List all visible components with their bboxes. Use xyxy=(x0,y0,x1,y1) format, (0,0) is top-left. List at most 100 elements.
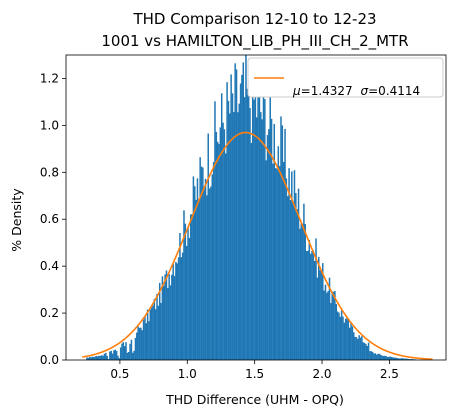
histogram-bar xyxy=(347,318,350,360)
normal-fit-curve xyxy=(82,131,433,361)
histogram-bar xyxy=(154,309,157,360)
histogram-bar xyxy=(353,332,355,360)
histogram-bar xyxy=(118,358,121,360)
histogram-bar xyxy=(153,298,156,360)
legend-entry-fit: μ=1.4327 σ=0.4114 xyxy=(292,84,420,98)
histogram-bar xyxy=(114,349,117,360)
histogram-bar xyxy=(241,74,243,361)
histogram-bar xyxy=(164,274,166,360)
histogram-bar xyxy=(189,214,192,360)
histogram-bar xyxy=(273,123,276,360)
y-axis-label: % Density xyxy=(9,188,24,252)
x-tick-label: 1.0 xyxy=(178,367,197,381)
histogram-bar xyxy=(304,224,307,360)
histogram-bar xyxy=(365,344,367,360)
histogram-bar xyxy=(92,357,95,360)
histogram-bar xyxy=(277,146,280,360)
histogram-bar xyxy=(308,239,311,360)
histogram-bar xyxy=(106,355,108,360)
histogram-bar xyxy=(219,127,222,360)
histogram-bar xyxy=(378,353,381,360)
histogram-bar xyxy=(96,356,99,360)
histogram-bar xyxy=(142,319,145,360)
histogram-bar xyxy=(136,332,138,360)
histogram-bar xyxy=(315,238,317,360)
histogram-bar xyxy=(257,85,259,360)
histogram-bar xyxy=(335,304,338,360)
histogram-bar xyxy=(140,327,142,360)
histogram-bar xyxy=(179,233,181,360)
histogram-bar xyxy=(148,321,150,360)
histogram-bar xyxy=(215,131,218,360)
histogram-bar xyxy=(405,358,408,360)
histogram-bar xyxy=(99,355,102,360)
y-tick-label: 0.2 xyxy=(40,306,59,320)
histogram-bar xyxy=(386,356,389,360)
histogram-bar xyxy=(194,186,196,360)
histogram-bar xyxy=(168,274,170,360)
histogram-bar xyxy=(340,310,343,360)
histogram-bar xyxy=(354,336,356,360)
histogram-bar xyxy=(351,326,354,360)
histogram-bar xyxy=(264,99,266,360)
histogram-bar xyxy=(152,305,154,360)
histogram-bar xyxy=(167,288,169,360)
histogram-bar xyxy=(206,195,208,360)
histogram-bar xyxy=(243,97,246,360)
histogram-bar xyxy=(144,316,146,360)
histogram-bar xyxy=(343,322,346,360)
histogram-bar xyxy=(218,143,220,360)
histogram-bar xyxy=(336,311,339,360)
histogram-bar xyxy=(400,358,402,360)
histogram-bar xyxy=(317,256,320,360)
histogram-bar xyxy=(326,292,328,360)
histogram-bar xyxy=(278,166,281,360)
histogram-bar xyxy=(331,291,333,360)
histogram-bar xyxy=(126,352,129,360)
histogram-bar xyxy=(250,142,253,360)
x-axis-label: THD Difference (UHM - OPQ) xyxy=(165,392,344,407)
histogram-bar xyxy=(117,355,119,360)
histogram-bar xyxy=(272,163,274,360)
histogram-bar xyxy=(401,358,404,360)
x-tick-label: 1.5 xyxy=(245,367,264,381)
legend: μ=1.4327 σ=0.4114 xyxy=(247,57,444,98)
histogram-bar xyxy=(406,358,409,360)
histogram-bar xyxy=(220,93,223,360)
histogram-bar xyxy=(366,345,368,360)
histogram-bar xyxy=(171,274,173,360)
histogram-bar xyxy=(94,356,96,360)
histogram-bar xyxy=(363,342,366,360)
histogram-bar xyxy=(288,168,290,360)
histogram-bar xyxy=(102,355,104,360)
histogram-bar xyxy=(324,284,327,360)
histogram-bar xyxy=(149,309,152,360)
histogram-bar xyxy=(172,264,174,360)
histogram-bar xyxy=(187,226,189,360)
histogram-bar xyxy=(362,342,364,360)
histogram-bar xyxy=(276,168,278,360)
histogram-bar xyxy=(289,200,292,360)
histogram-bar xyxy=(200,166,203,360)
histogram-bar xyxy=(305,250,308,360)
histogram-bar xyxy=(231,93,234,360)
histogram-bar xyxy=(394,357,397,360)
histogram-bar xyxy=(180,257,183,360)
histogram-bar xyxy=(379,354,382,360)
histogram-bar xyxy=(103,353,106,360)
histogram-bar xyxy=(373,353,375,360)
histogram-bar xyxy=(127,351,130,360)
histogram-bar xyxy=(113,350,115,360)
histogram-bar xyxy=(334,290,336,360)
legend-mu-symbol: μ xyxy=(292,84,301,98)
histogram-bar xyxy=(410,359,413,360)
histogram-bar xyxy=(330,303,332,360)
histogram-bar xyxy=(150,307,153,360)
y-tick-label: 0.8 xyxy=(40,165,59,179)
histogram-bar xyxy=(98,355,100,360)
histogram-bar xyxy=(284,128,286,360)
histogram-bar xyxy=(223,129,226,360)
histogram-bar xyxy=(303,203,305,360)
histogram-bar xyxy=(169,285,172,360)
histogram-bar xyxy=(237,112,239,360)
